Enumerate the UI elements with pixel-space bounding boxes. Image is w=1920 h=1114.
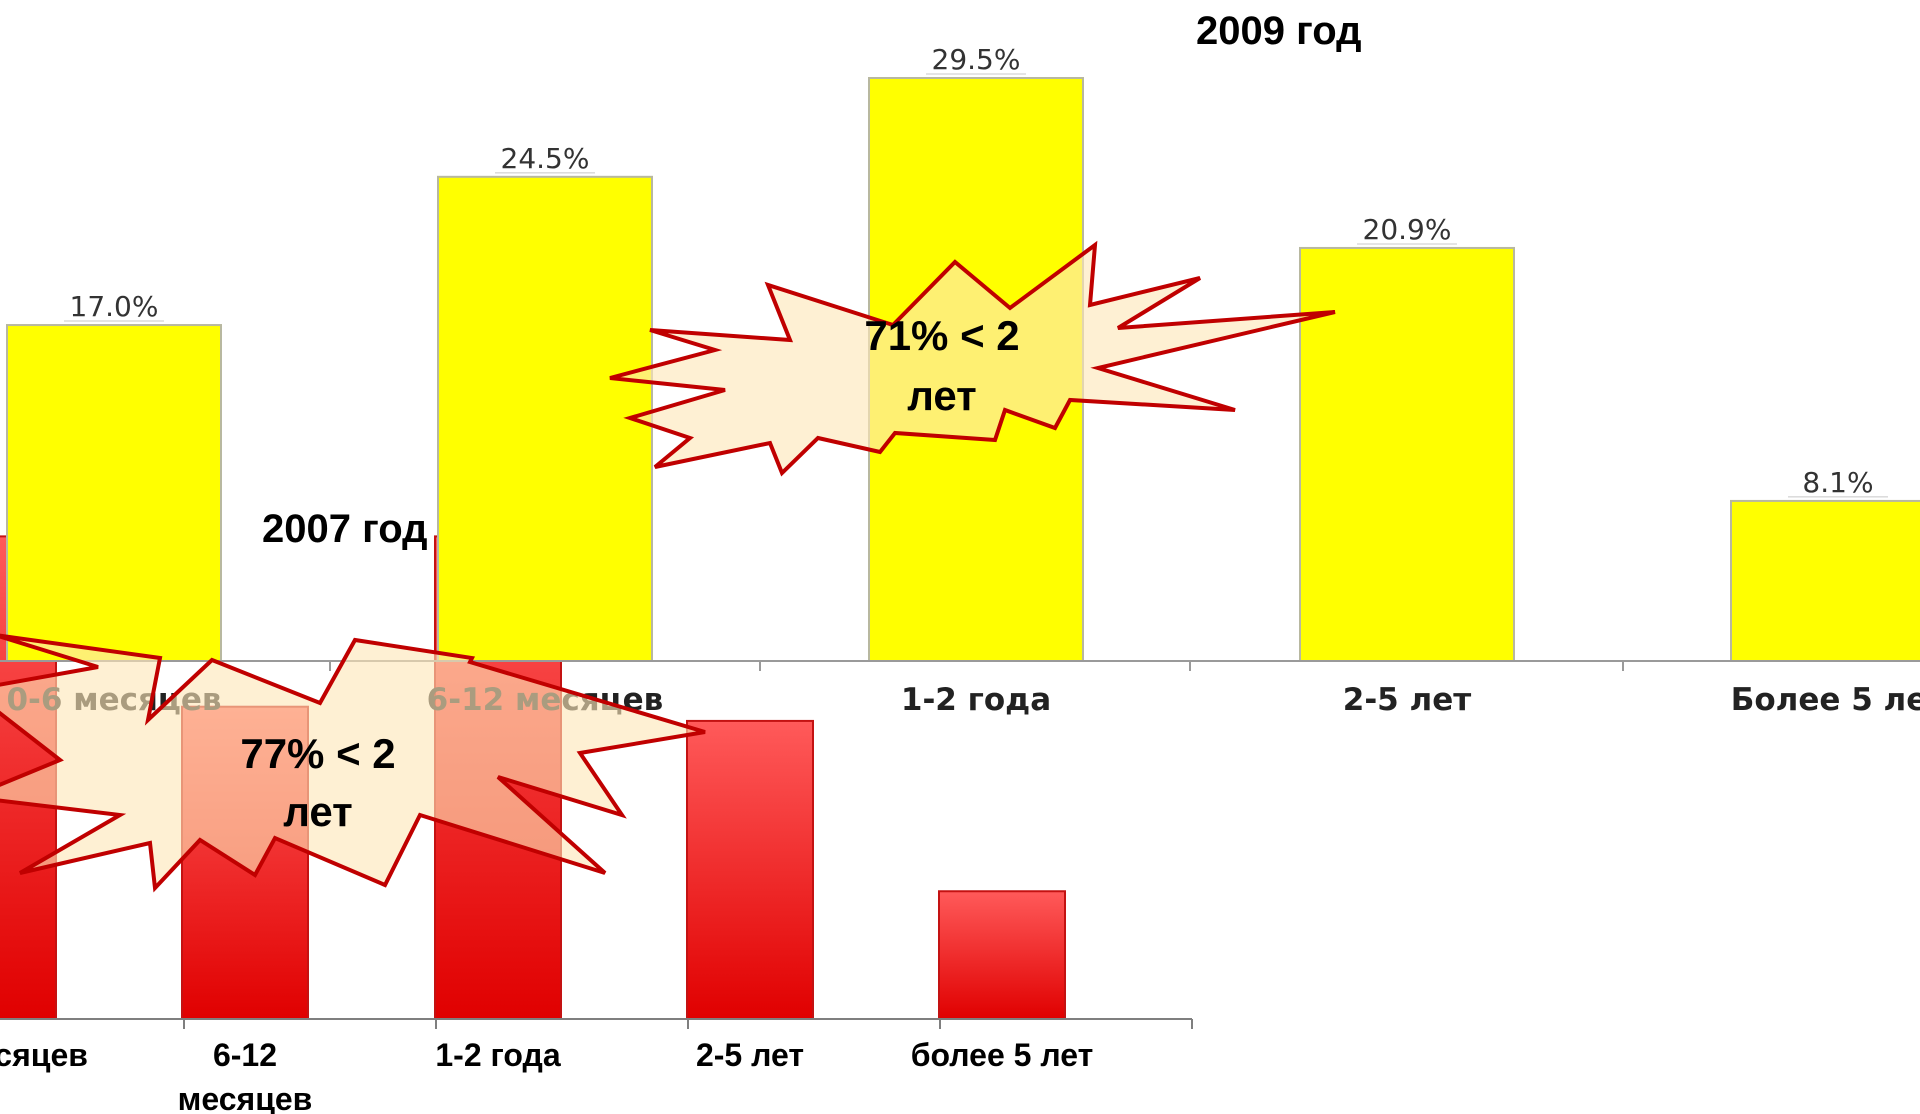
bar-2009-5 (1730, 499, 1920, 662)
bars-2009 (6, 77, 1920, 662)
x-tick-label-2007-3: 1-2 года (435, 1037, 560, 1073)
data-label-2009-1: 17.0% (70, 290, 159, 323)
data-label-2009-3: 29.5% (932, 43, 1021, 76)
bar-2009-2 (437, 175, 653, 662)
x-tick-label-2007-4: 2-5 лет (696, 1037, 804, 1073)
ticks-2009 (329, 661, 1624, 671)
burst-shape-2007 (0, 633, 706, 893)
x-tick-labels-2007: 0-6 месяцев 6-12 месяцев 1-2 года 2-5 лет бол… (0, 1037, 1093, 1114)
x-tick-label-2007-2-line2: месяцев (178, 1081, 313, 1114)
data-label-2009-4: 20.9% (1363, 213, 1452, 246)
x-tick-label-2007-1: 0-6 месяцев (0, 1037, 88, 1073)
x-tick-label-2007-5: более 5 лет (911, 1037, 1094, 1073)
bar-2007-5 (938, 890, 1066, 1020)
bar-2009-4 (1299, 246, 1515, 662)
x-tick-label-2007-2-line1: 6-12 (213, 1037, 277, 1073)
ticks-2007 (183, 1019, 1193, 1029)
data-label-2009-2: 24.5% (501, 142, 590, 175)
data-label-2009-5: 8.1% (1802, 466, 1873, 499)
x-tick-label-2009-4: 2-5 лет (1343, 682, 1472, 718)
x-tick-label-2007-2: 6-12 месяцев (178, 1037, 313, 1114)
x-tick-label-2009-5: Более 5 лет (1731, 682, 1920, 718)
data-labels-2009: 17.0% 24.5% 29.5% 20.9% 8.1% (64, 43, 1888, 499)
callout-2007: 77% < 2 лет (0, 633, 706, 893)
callout-2009-line1: 71% < 2 (864, 312, 1019, 359)
callout-2007-line2: лет (283, 788, 353, 835)
bar-2009-1 (6, 324, 222, 662)
chart-title-2009: 2009 год (1196, 9, 1362, 53)
bar-2007-4 (686, 719, 814, 1021)
chart-title-2007: 2007 год (262, 507, 428, 551)
callout-2009: 71% < 2 лет (609, 240, 1336, 477)
callout-2007-line1: 77% < 2 (240, 730, 395, 777)
callout-2009-line2: лет (907, 372, 977, 419)
x-tick-label-2009-3: 1-2 года (901, 682, 1051, 718)
burst-shape-2009 (609, 240, 1336, 477)
